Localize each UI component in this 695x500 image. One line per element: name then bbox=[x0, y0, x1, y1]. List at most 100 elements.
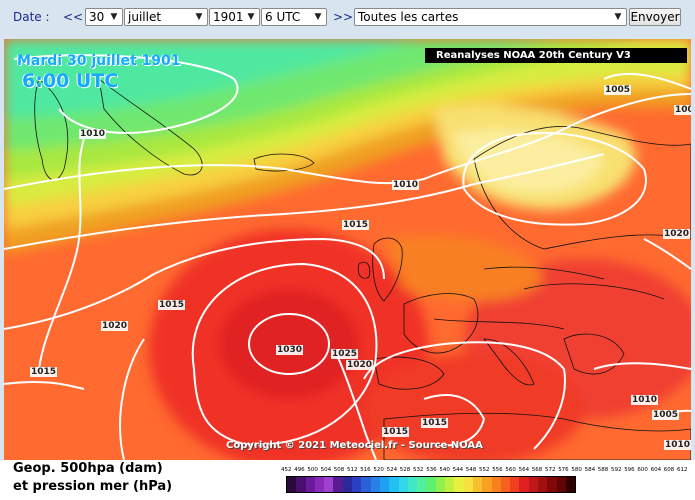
colorbar-tick-label: 596 bbox=[624, 467, 635, 473]
colorbar-tick-label: 608 bbox=[663, 467, 675, 473]
colorbar-swatch bbox=[333, 477, 343, 492]
year-value: 1901 bbox=[213, 10, 244, 24]
chevron-down-icon: ▼ bbox=[195, 12, 203, 22]
map-type-select[interactable]: Toutes les cartes ▼ bbox=[354, 8, 627, 26]
colorbar bbox=[286, 476, 577, 493]
day-value: 30 bbox=[89, 10, 105, 24]
colorbar-tick-label: 576 bbox=[558, 467, 569, 473]
next-link[interactable]: >> bbox=[333, 10, 354, 24]
isobar-label: 1015 bbox=[342, 220, 370, 230]
colorbar-swatch bbox=[314, 477, 325, 492]
date-label: Date : bbox=[13, 10, 50, 24]
colorbar-swatch bbox=[528, 477, 539, 492]
colorbar-swatch bbox=[361, 477, 371, 492]
colorbar-swatch bbox=[324, 477, 334, 492]
copyright-notice: Copyright © 2021 Meteociel.fr - Source N… bbox=[226, 440, 483, 451]
colorbar-swatch bbox=[398, 477, 408, 492]
colorbar-tick-label: 552 bbox=[479, 467, 490, 473]
colorbar-tick-label: 524 bbox=[386, 467, 398, 473]
colorbar-swatch bbox=[565, 477, 576, 492]
colorbar-swatch bbox=[407, 477, 418, 492]
isobar-label: 1025 bbox=[331, 349, 359, 359]
colorbar-swatch bbox=[342, 477, 353, 492]
colorbar-swatch bbox=[538, 477, 548, 492]
isobar-label: 1010 bbox=[79, 129, 107, 139]
date-toolbar: Date : << 30 ▼ juillet ▼ 1901 ▼ 6 UTC ▼ … bbox=[0, 0, 695, 36]
isobar-label: 1010 bbox=[631, 395, 659, 405]
colorbar-tick-label: 512 bbox=[347, 467, 358, 473]
chevron-down-icon: ▼ bbox=[110, 12, 118, 22]
isobar-label: 1015 bbox=[158, 300, 186, 310]
source-banner: Reanalyses NOAA 20th Century V3 bbox=[425, 48, 687, 63]
isobar-label: 1005 bbox=[604, 85, 632, 95]
colorbar-swatch bbox=[370, 477, 380, 492]
colorbar-swatch bbox=[454, 477, 464, 492]
isobar-label: 1015 bbox=[30, 367, 58, 377]
colorbar-swatch bbox=[379, 477, 390, 492]
isobar-label: 1030 bbox=[276, 345, 304, 355]
previous-link[interactable]: << bbox=[63, 10, 84, 24]
isobar-label: 1015 bbox=[421, 418, 449, 428]
month-value: juillet bbox=[128, 10, 162, 24]
isobar-label: 1020 bbox=[101, 321, 129, 331]
month-select[interactable]: juillet ▼ bbox=[124, 8, 208, 26]
colorbar-tick-label: 600 bbox=[637, 467, 648, 473]
colorbar-tick-label: 548 bbox=[465, 467, 477, 473]
hour-value: 6 UTC bbox=[265, 10, 301, 24]
hour-select[interactable]: 6 UTC ▼ bbox=[261, 8, 327, 26]
legend-title-line2: et pression mer (hPa) bbox=[13, 479, 173, 494]
colorbar-tick-label: 500 bbox=[307, 467, 318, 473]
chevron-down-icon: ▼ bbox=[314, 12, 322, 22]
colorbar-tick-label: 584 bbox=[584, 467, 596, 473]
colorbar-swatch bbox=[500, 477, 511, 492]
colorbar-tick-label: 592 bbox=[611, 467, 622, 473]
colorbar-tick-label: 504 bbox=[320, 467, 332, 473]
colorbar-swatch bbox=[491, 477, 501, 492]
colorbar-tick-label: 572 bbox=[545, 467, 556, 473]
colorbar-swatch bbox=[445, 477, 455, 492]
colorbar-swatch bbox=[472, 477, 483, 492]
isobar-label: 100 bbox=[674, 105, 691, 115]
colorbar-swatch bbox=[510, 477, 520, 492]
isobar-label: 1005 bbox=[652, 410, 680, 420]
year-select[interactable]: 1901 ▼ bbox=[209, 8, 260, 26]
colorbar-tick-label: 580 bbox=[571, 467, 582, 473]
map-date-stamp: Mardi 30 juillet 1901 bbox=[17, 53, 181, 69]
colorbar-tick-label: 540 bbox=[439, 467, 450, 473]
colorbar-tick-label: 532 bbox=[413, 467, 424, 473]
colorbar-tick-label: 520 bbox=[373, 467, 384, 473]
colorbar-swatch bbox=[463, 477, 473, 492]
colorbar-swatch bbox=[426, 477, 436, 492]
isobar-label: 1015 bbox=[382, 427, 410, 437]
colorbar-tick-label: 568 bbox=[531, 467, 543, 473]
isobar-label: 1020 bbox=[663, 229, 691, 239]
legend-title-line1: Geop. 500hpa (dam) bbox=[13, 461, 163, 476]
isobar-label: 1010 bbox=[664, 440, 691, 450]
colorbar-swatch bbox=[287, 477, 297, 492]
colorbar-swatch bbox=[389, 477, 399, 492]
weather-map: Mardi 30 juillet 1901 6:00 UTC Reanalyse… bbox=[4, 39, 691, 460]
map-time-stamp: 6:00 UTC bbox=[22, 70, 119, 92]
colorbar-swatch bbox=[352, 477, 362, 492]
isobar-label: 1010 bbox=[392, 180, 420, 190]
colorbar-tick-label: 516 bbox=[360, 467, 371, 473]
map-type-value: Toutes les cartes bbox=[358, 10, 459, 24]
submit-button[interactable]: Envoyer bbox=[629, 8, 681, 26]
colorbar-tick-label: 496 bbox=[294, 467, 305, 473]
colorbar-swatch bbox=[519, 477, 529, 492]
coastlines bbox=[34, 78, 691, 460]
colorbar-swatch bbox=[482, 477, 492, 492]
colorbar-tick-label: 564 bbox=[518, 467, 530, 473]
chevron-down-icon: ▼ bbox=[247, 12, 255, 22]
colorbar-tick-label: 604 bbox=[650, 467, 662, 473]
colorbar-tick-label: 556 bbox=[492, 467, 503, 473]
geopotential-field bbox=[4, 39, 691, 460]
colorbar-swatch bbox=[435, 477, 446, 492]
day-select[interactable]: 30 ▼ bbox=[85, 8, 123, 26]
colorbar-swatch bbox=[417, 477, 427, 492]
colorbar-tick-label: 452 bbox=[281, 467, 292, 473]
colorbar-tick-label: 612 bbox=[677, 467, 688, 473]
colorbar-tick-label: 560 bbox=[505, 467, 516, 473]
colorbar-swatch bbox=[547, 477, 557, 492]
colorbar-tick-label: 528 bbox=[399, 467, 411, 473]
